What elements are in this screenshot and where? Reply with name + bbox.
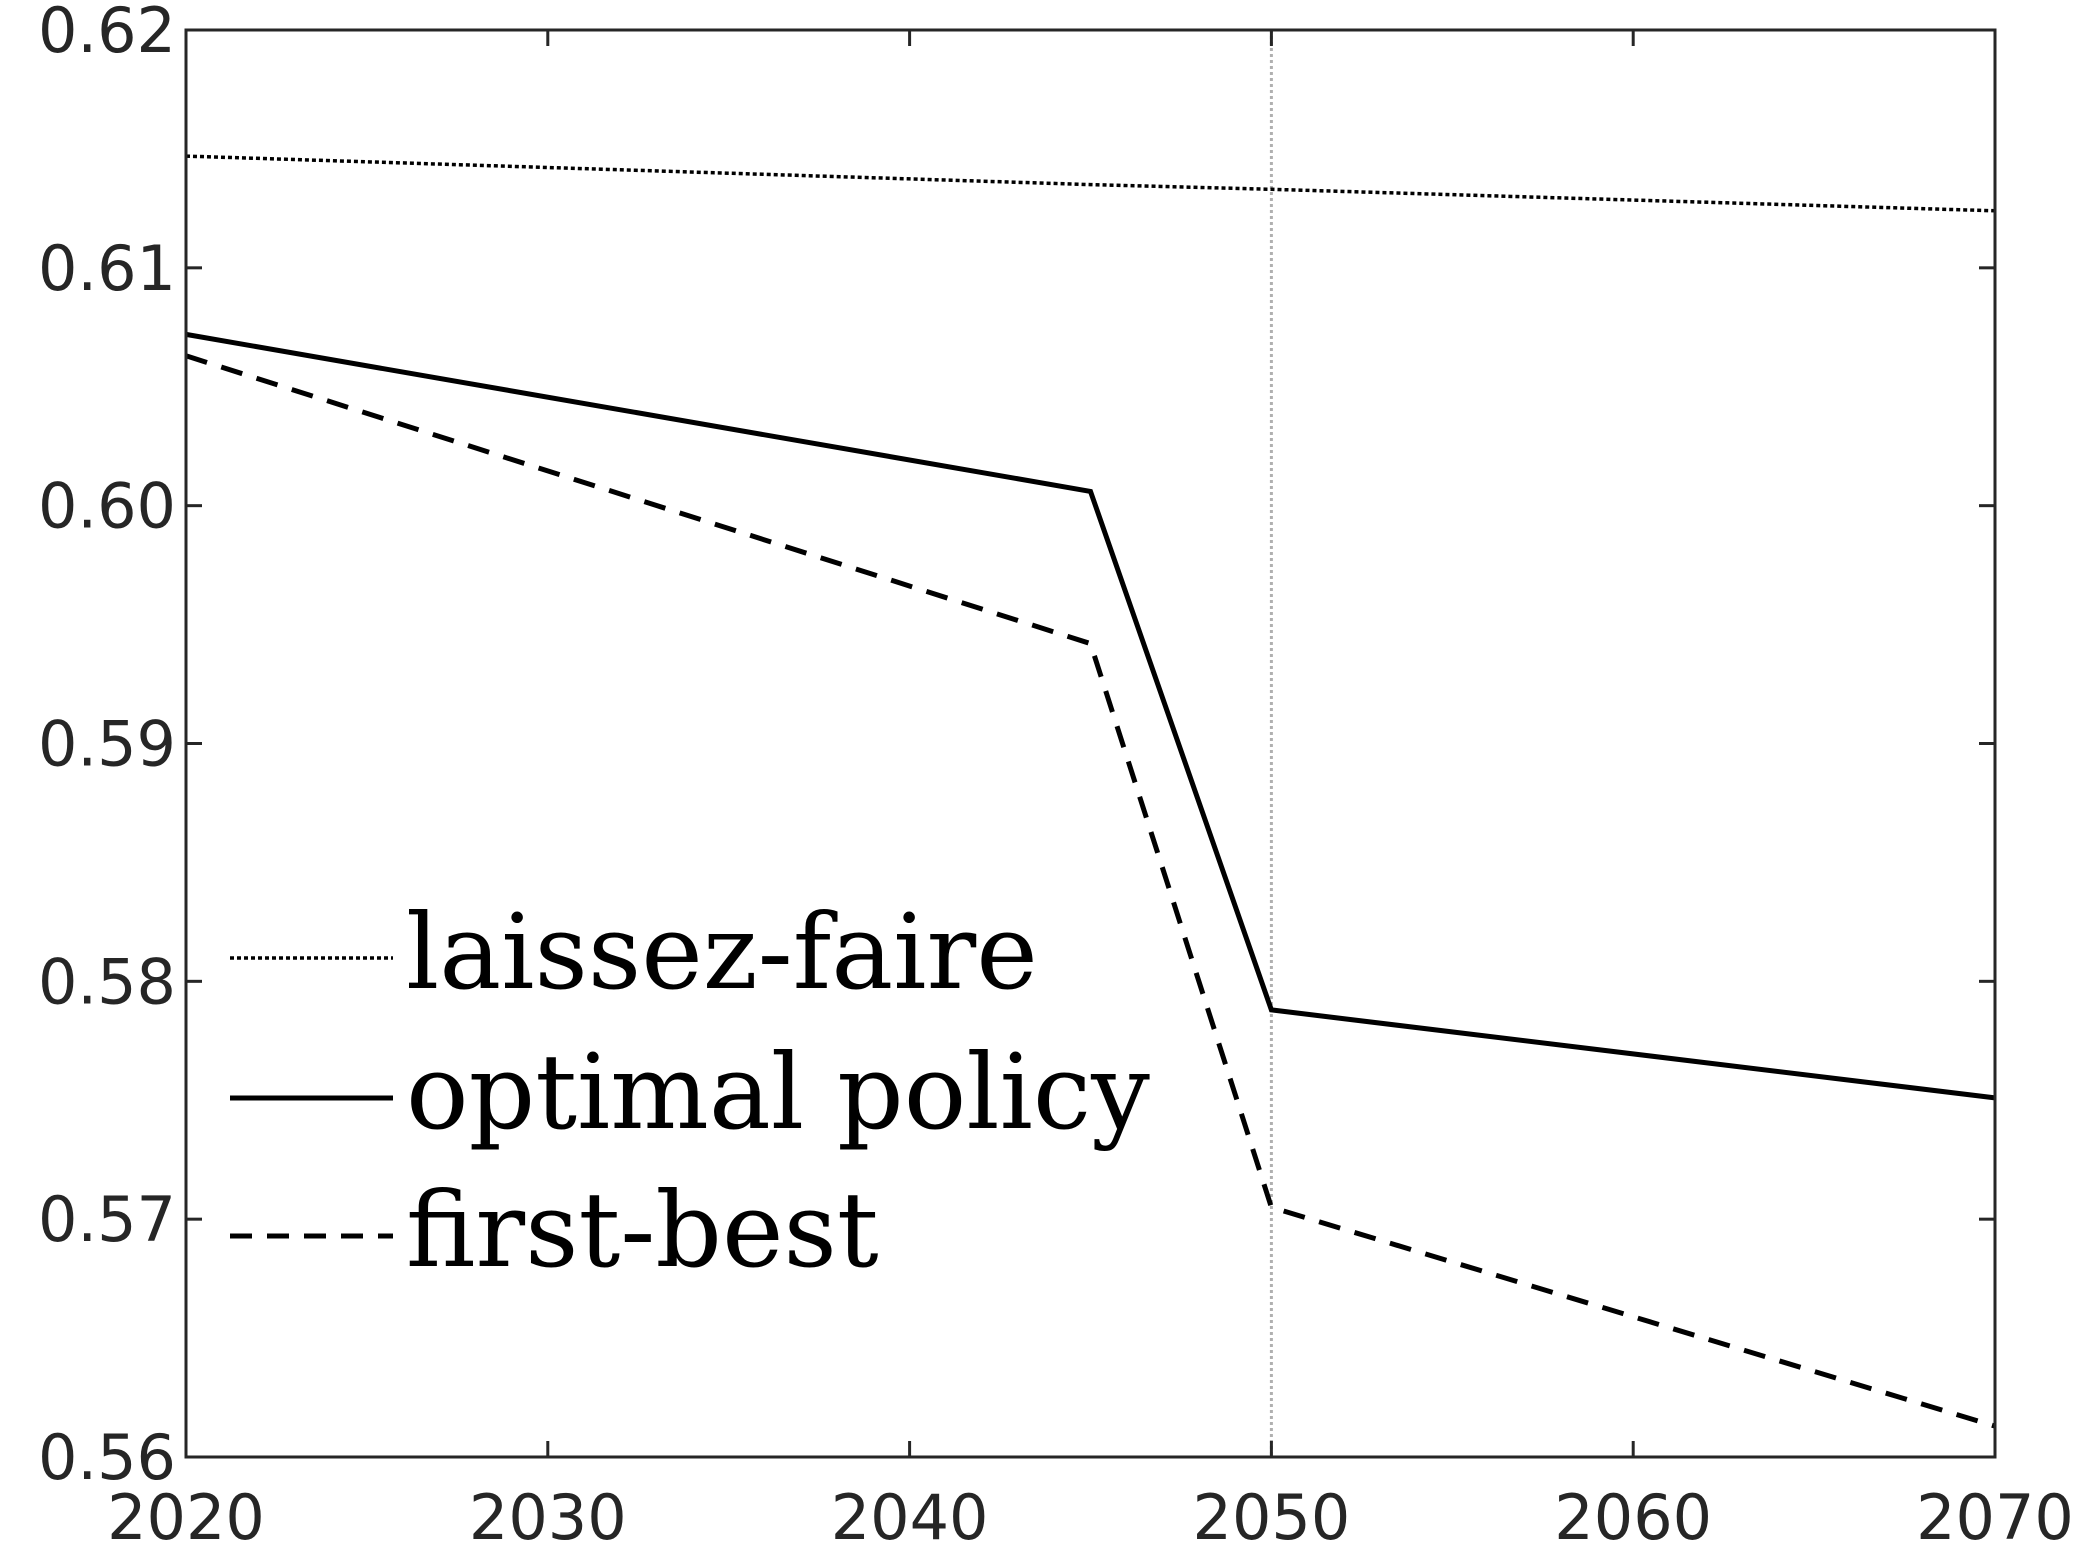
legend-label-first-best: first-best bbox=[406, 1169, 879, 1291]
legend-label-optimal-policy: optimal policy bbox=[406, 1031, 1150, 1153]
plot-background bbox=[186, 30, 1995, 1457]
tick-layer: 2020 2030 2040 2050 2060 2070 0.56 0.57 0.58 0.59… bbox=[38, 0, 2074, 1554]
x-tick-label: 2050 bbox=[1193, 1481, 1351, 1554]
legend: laissez-faire optimal policy first-best bbox=[230, 891, 1150, 1291]
y-tick-label: 0.60 bbox=[38, 470, 176, 543]
y-tick-label: 0.56 bbox=[38, 1421, 176, 1494]
series-line-optimal-policy bbox=[185, 331, 1996, 1101]
y-tick-label: 0.58 bbox=[38, 945, 176, 1018]
x-tick-label: 2070 bbox=[1916, 1481, 2074, 1554]
x-tick-label: 2040 bbox=[831, 1481, 989, 1554]
y-tick-label: 0.62 bbox=[38, 0, 176, 67]
series-layer bbox=[185, 154, 1996, 1429]
x-tick-label: 2060 bbox=[1554, 1481, 1712, 1554]
y-tick-label: 0.59 bbox=[38, 708, 176, 781]
y-tick-label: 0.57 bbox=[38, 1183, 176, 1256]
y-tick-label: 0.61 bbox=[38, 232, 176, 305]
series-line-laissez-faire bbox=[185, 154, 1996, 213]
legend-label-laissez-faire: laissez-faire bbox=[406, 891, 1038, 1013]
x-tick-label: 2020 bbox=[107, 1481, 265, 1554]
x-tick-label: 2030 bbox=[469, 1481, 627, 1554]
